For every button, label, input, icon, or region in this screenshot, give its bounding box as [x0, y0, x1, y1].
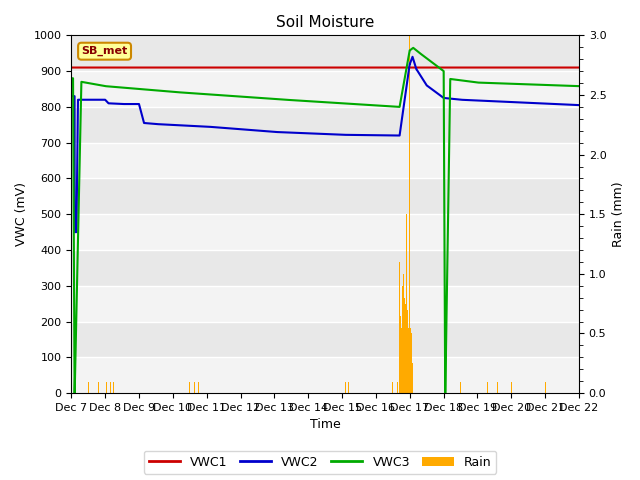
- Bar: [401, 327, 402, 393]
- Bar: [410, 357, 411, 393]
- Bar: [71, 357, 579, 393]
- Bar: [412, 375, 413, 393]
- Bar: [116, 383, 117, 393]
- Legend: VWC1, VWC2, VWC3, Rain: VWC1, VWC2, VWC3, Rain: [144, 451, 496, 474]
- Bar: [71, 286, 579, 322]
- Bar: [406, 214, 407, 393]
- Bar: [406, 334, 408, 393]
- Bar: [71, 143, 579, 179]
- Bar: [409, 322, 410, 393]
- Bar: [386, 383, 387, 393]
- Bar: [410, 327, 411, 393]
- Text: SB_met: SB_met: [81, 46, 128, 56]
- Bar: [106, 383, 108, 393]
- Title: Soil Moisture: Soil Moisture: [276, 15, 374, 30]
- Bar: [497, 383, 498, 393]
- Bar: [399, 262, 400, 393]
- Bar: [189, 383, 190, 393]
- Bar: [397, 383, 398, 393]
- Bar: [71, 214, 579, 250]
- Bar: [562, 383, 563, 393]
- Bar: [408, 327, 409, 393]
- Bar: [412, 363, 413, 393]
- Bar: [404, 322, 405, 393]
- Bar: [460, 383, 461, 393]
- Bar: [405, 304, 406, 393]
- Y-axis label: Rain (mm): Rain (mm): [612, 181, 625, 247]
- Bar: [403, 274, 404, 393]
- Bar: [411, 334, 412, 393]
- Bar: [407, 310, 408, 393]
- Bar: [408, 351, 409, 393]
- Bar: [412, 369, 413, 393]
- Bar: [392, 383, 393, 393]
- Bar: [487, 383, 488, 393]
- Bar: [345, 383, 346, 393]
- Bar: [110, 383, 111, 393]
- Bar: [348, 383, 349, 393]
- Bar: [98, 383, 99, 393]
- Bar: [72, 383, 74, 393]
- Bar: [409, 339, 410, 393]
- Bar: [511, 383, 512, 393]
- Bar: [71, 71, 579, 107]
- Y-axis label: VWC (mV): VWC (mV): [15, 182, 28, 246]
- Bar: [400, 316, 401, 393]
- Bar: [113, 383, 114, 393]
- Bar: [402, 286, 403, 393]
- Bar: [411, 346, 412, 393]
- X-axis label: Time: Time: [310, 419, 340, 432]
